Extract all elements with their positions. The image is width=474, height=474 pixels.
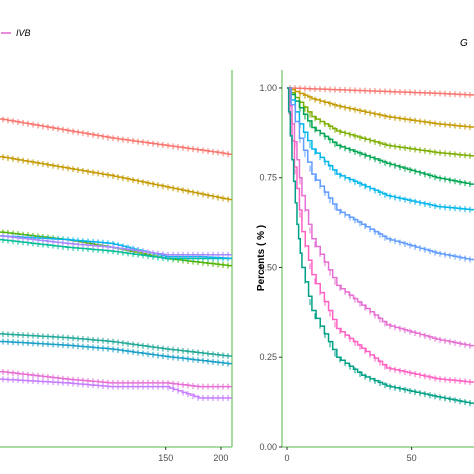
y-tick-label: 0.00 — [259, 442, 277, 452]
right-panel: 0 50 0.00 0.25 0.50 0.75 1.00 — [259, 70, 474, 463]
panel-title-fragment: G — [460, 38, 468, 49]
x-tick-label: 50 — [407, 453, 417, 463]
series-line — [0, 238, 232, 260]
x-tick-label: 150 — [158, 453, 173, 463]
series-line — [286, 87, 474, 347]
legend: IVB — [1, 28, 31, 38]
series-line — [0, 155, 232, 201]
left-panel: 150 200 — [0, 70, 233, 463]
series-line — [0, 333, 232, 357]
series-line — [286, 87, 474, 211]
y-tick-label: 1.00 — [259, 83, 277, 93]
series-line — [0, 235, 232, 260]
y-axis-title: Percents ( % ) — [256, 225, 267, 291]
series-line — [286, 87, 474, 383]
series-line — [286, 87, 474, 261]
series-line — [0, 378, 232, 399]
x-tick-label: 0 — [284, 453, 289, 463]
legend-label: IVB — [16, 28, 31, 38]
series-line — [0, 118, 232, 155]
y-tick-label: 0.25 — [259, 352, 277, 362]
y-tick-label: 0.75 — [259, 173, 277, 183]
x-tick-label: 200 — [213, 453, 228, 463]
series-line — [0, 370, 232, 388]
y-tick-label: 0.50 — [259, 262, 277, 272]
